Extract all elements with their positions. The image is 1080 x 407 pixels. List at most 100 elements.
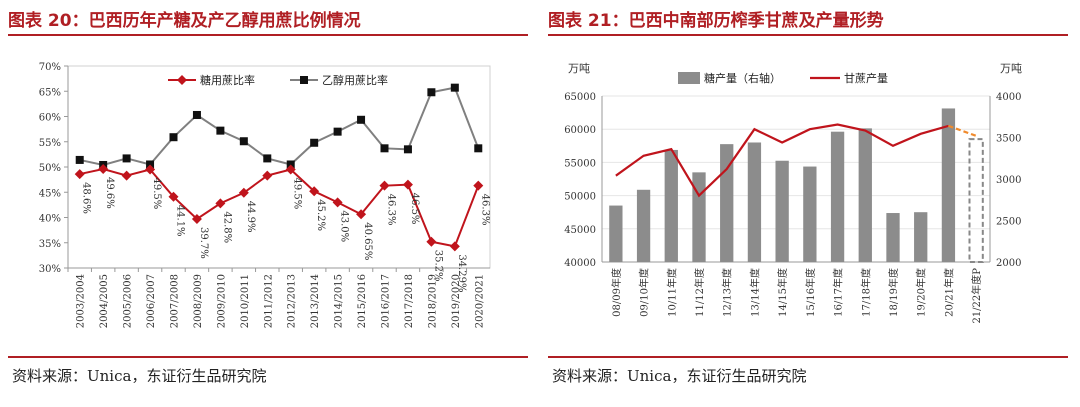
y-tick-label: 55% (39, 138, 61, 149)
left-source-note: 资料来源：Unica，东证衍生品研究院 (12, 367, 267, 385)
x-tick-label: 2014/2015 (334, 274, 345, 328)
x-tick-label: 14/15年度 (776, 268, 789, 317)
point-sugar (449, 241, 460, 252)
x-tick-label: 16/17年度 (832, 268, 845, 317)
x-tick-label: 2009/2010 (216, 274, 227, 328)
right-footer-rule (548, 356, 1068, 358)
y-left-unit: 万吨 (568, 62, 590, 75)
bar-sugar (886, 213, 900, 262)
x-tick-label: 2018/2019 (427, 274, 438, 328)
right-source-note: 资料来源：Unica，东证衍生品研究院 (552, 367, 807, 385)
data-label-sugar: 35.2% (432, 250, 443, 282)
point-sugar (309, 186, 320, 197)
point-sugar (262, 170, 273, 181)
series-line-cane-forecast (948, 124, 977, 137)
point-ethanol (380, 144, 389, 153)
data-label-sugar: 44.9% (245, 201, 256, 233)
x-tick-label: 2003/2004 (76, 274, 87, 328)
y-tick-label: 40% (39, 214, 61, 225)
point-ethanol (310, 138, 319, 147)
point-ethanol (450, 83, 459, 92)
x-tick-label: 2017/2018 (404, 274, 415, 328)
x-tick-label: 19/20年度 (915, 268, 928, 317)
point-ethanol (216, 126, 225, 135)
x-tick-label: 2020/2021 (474, 274, 485, 328)
bar-sugar (664, 149, 678, 262)
point-ethanol (169, 133, 178, 142)
x-tick-label: 2016/2017 (381, 274, 392, 328)
point-ethanol (192, 110, 201, 119)
x-tick-label: 11/12年度 (693, 268, 706, 317)
y-left-tick-label: 60000 (564, 125, 596, 136)
point-ethanol (122, 154, 131, 163)
x-tick-label: 2005/2006 (123, 274, 134, 328)
point-ethanol (146, 160, 155, 169)
data-label-sugar: 48.6% (81, 182, 92, 214)
y-right-tick-label: 4000 (996, 92, 1021, 103)
bar-sugar (609, 205, 623, 262)
data-label-sugar: 40.65% (362, 222, 373, 260)
y-left-tick-label: 65000 (564, 92, 596, 103)
point-sugar (426, 236, 437, 247)
bar-sugar (692, 172, 706, 262)
x-tick-label: 10/11年度 (665, 268, 678, 317)
data-label-sugar: 49.5% (292, 178, 303, 210)
y-tick-label: 50% (39, 163, 61, 174)
x-tick-label: 15/16年度 (804, 268, 817, 317)
bar-sugar (830, 131, 845, 262)
point-ethanol (263, 154, 272, 163)
left-footer-rule (8, 356, 528, 358)
y-right-tick-label: 3500 (996, 134, 1021, 145)
left-panel: 图表 20：巴西历年产糖及产乙醇用蔗比例情况 30% 35% 40% 45% 50% 55… (0, 0, 530, 407)
point-ethanol (75, 155, 84, 164)
bar-sugar (747, 142, 762, 262)
bar-sugar (941, 108, 956, 262)
legend-label-sugar: 糖产量（右轴） (704, 71, 781, 85)
data-label-sugar: 34.29% (456, 254, 467, 292)
x-tick-label: 2007/2008 (170, 274, 181, 328)
x-tick-label: 21/22年度P (970, 268, 983, 324)
x-tick-label: 17/18年度 (859, 268, 872, 317)
point-sugar (285, 164, 296, 175)
data-label-sugar: 44.1% (175, 205, 186, 237)
y-right-tick-label: 2500 (996, 217, 1021, 228)
x-tick-label: 20/21年度 (942, 268, 955, 317)
point-sugar (191, 214, 202, 225)
x-tick-label: 2012/2013 (287, 274, 298, 328)
data-label-sugar: 42.8% (221, 211, 232, 243)
plot-frame (67, 65, 491, 269)
point-sugar (74, 169, 85, 180)
bar-sugar-forecast (968, 138, 984, 263)
point-sugar (473, 180, 484, 191)
point-ethanol (427, 88, 436, 97)
series-line-ethanol (79, 86, 480, 167)
y-tick-label: 60% (39, 113, 61, 124)
left-title-rule (8, 34, 528, 36)
x-tick-label: 2011/2012 (263, 274, 274, 328)
legend-swatch-sugar (678, 72, 700, 84)
right-panel: 图表 21：巴西中南部历榨季甘蔗及产量形势 40000 45000 50000 550… (540, 0, 1070, 407)
y-tick-label: 70% (39, 62, 61, 73)
point-sugar (332, 197, 343, 208)
point-ethanol (403, 145, 412, 154)
data-label-sugar: 46.3% (479, 194, 490, 226)
bar-sugar (636, 189, 651, 262)
point-sugar (98, 164, 109, 175)
point-ethanol (286, 160, 295, 169)
bar-sugar (858, 128, 872, 262)
data-label-sugar: 46.3% (386, 194, 397, 226)
bar-sugar (914, 212, 928, 262)
point-ethanol (239, 137, 248, 146)
point-sugar (356, 209, 367, 220)
x-tick-label: 2008/2009 (193, 274, 204, 328)
y-right-tick-label: 2000 (996, 258, 1021, 269)
legend-label-sugar: 糖用蔗比率 (200, 73, 255, 87)
data-label-sugar: 49.6% (104, 177, 115, 209)
x-tick-label: 08/09年度 (610, 268, 623, 317)
y-left-tick-label: 55000 (564, 158, 596, 169)
x-tick-label: 2019/2020 (451, 274, 462, 328)
cane-sugar-production-chart: 40000 45000 50000 55000 60000 65000 2000 2500 30… (564, 62, 1022, 324)
bar-sugar (803, 166, 817, 262)
legend-label-ethanol: 乙醇用蔗比率 (322, 73, 388, 87)
point-sugar (379, 180, 390, 191)
